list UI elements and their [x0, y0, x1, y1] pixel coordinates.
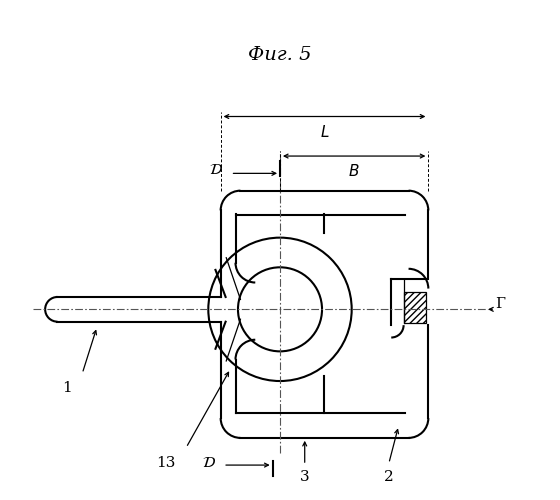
Text: $B$: $B$: [348, 164, 360, 180]
Text: $\mathcal{D}$: $\mathcal{D}$: [209, 162, 223, 177]
Text: 1: 1: [63, 382, 72, 396]
Text: 13: 13: [157, 456, 176, 469]
Text: $L$: $L$: [320, 124, 329, 140]
Text: $\mathcal{D}$: $\mathcal{D}$: [202, 455, 216, 470]
Text: 2: 2: [384, 470, 394, 484]
Bar: [404, 292, 426, 322]
Text: 3: 3: [300, 470, 310, 484]
Text: Г: Г: [495, 298, 505, 312]
Text: Фиг. 5: Фиг. 5: [248, 46, 312, 64]
